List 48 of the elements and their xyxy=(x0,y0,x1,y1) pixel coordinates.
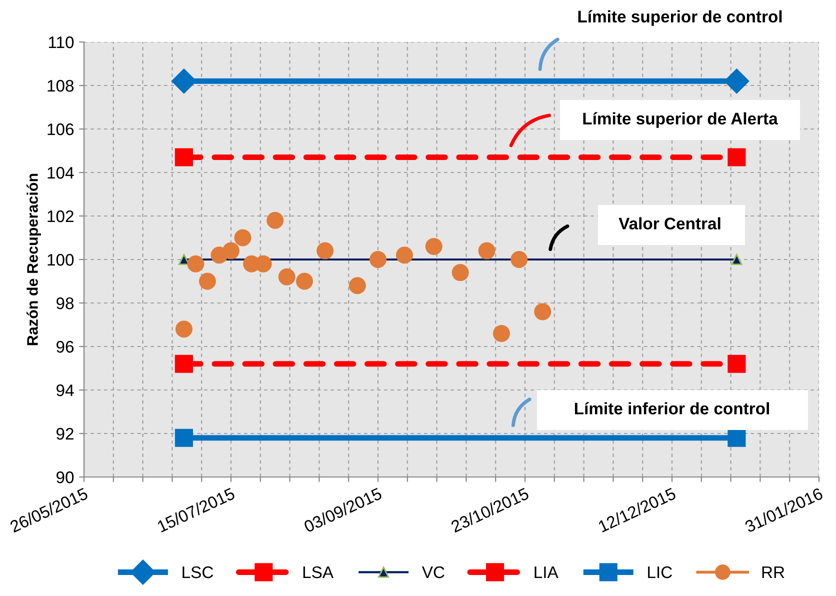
legend-label: RR xyxy=(762,566,784,578)
point xyxy=(731,254,742,266)
point xyxy=(296,272,314,290)
point xyxy=(452,264,469,282)
point xyxy=(174,354,193,373)
point xyxy=(316,242,334,260)
legend-label: LIC xyxy=(648,566,672,578)
point xyxy=(222,242,240,260)
point xyxy=(234,229,252,246)
point xyxy=(728,148,746,166)
point xyxy=(198,272,216,290)
point xyxy=(266,212,284,229)
y-axis-title: Razón de Recuperación xyxy=(26,174,41,346)
y-tick-label: 96 xyxy=(56,340,74,353)
text: Límite superior de control xyxy=(578,10,782,26)
y-tick-label: 98 xyxy=(56,297,74,310)
y-tick-label: 90 xyxy=(56,471,74,484)
legend-label: LSA xyxy=(303,566,334,578)
y-tick-label: 102 xyxy=(48,210,74,222)
point xyxy=(187,255,204,272)
point xyxy=(174,428,193,447)
point xyxy=(174,148,193,166)
point xyxy=(510,250,528,268)
point xyxy=(492,324,510,342)
y-tick-label: 110 xyxy=(48,36,74,48)
point xyxy=(478,242,496,260)
legend-label: VC xyxy=(422,566,444,578)
point xyxy=(278,268,296,286)
point xyxy=(348,277,366,294)
point xyxy=(171,68,196,94)
y-tick-label: 106 xyxy=(48,123,74,136)
y-tick-label: 104 xyxy=(48,166,74,179)
legend-label: LIA xyxy=(534,566,558,578)
y-tick-label: 100 xyxy=(48,254,74,266)
point xyxy=(175,320,192,338)
point xyxy=(728,428,746,447)
annotation: Valor Central xyxy=(618,217,720,230)
point xyxy=(728,354,746,373)
legend-label: LSC xyxy=(182,566,214,578)
point xyxy=(396,246,413,264)
y-tick-label: 92 xyxy=(56,428,74,440)
annotation: Límite inferior de control xyxy=(574,402,769,414)
annotation: Límite superior de Alerta xyxy=(583,112,778,128)
point xyxy=(425,238,442,255)
point xyxy=(534,303,552,320)
y-tick-label: 108 xyxy=(48,80,74,92)
y-tick-label: 94 xyxy=(56,384,74,396)
point xyxy=(369,250,387,268)
